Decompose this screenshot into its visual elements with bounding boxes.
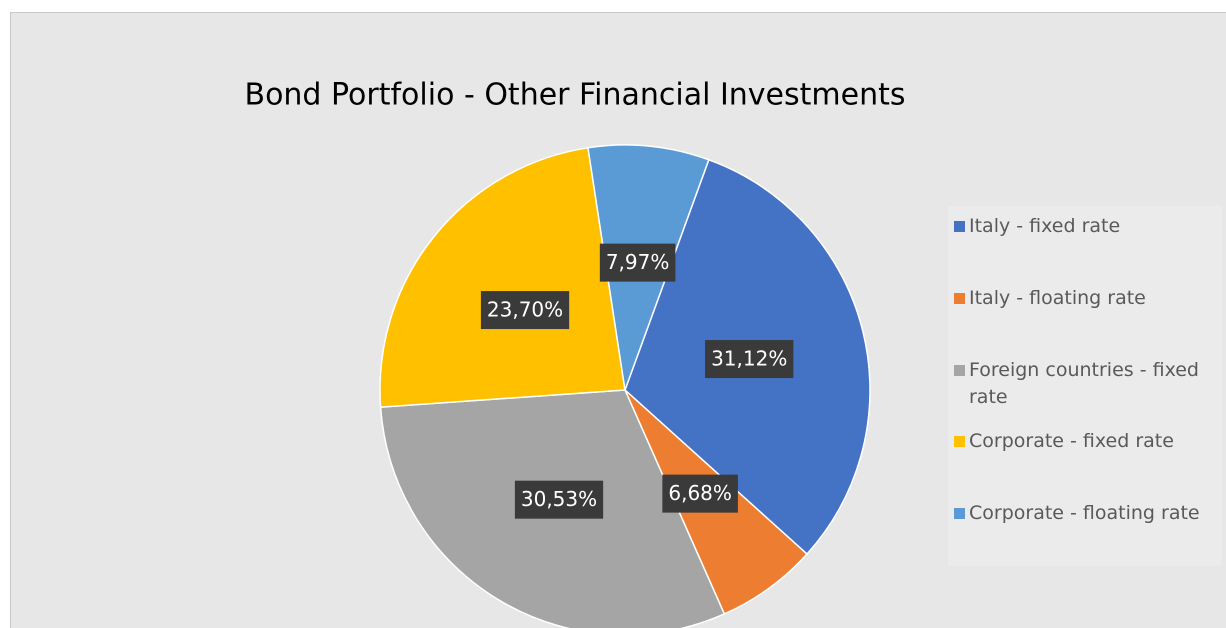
legend-item: Italy - floating rate — [954, 285, 1216, 312]
data-label: 23,70% — [487, 298, 563, 322]
chart-title: Bond Portfolio - Other Financial Investm… — [244, 78, 905, 113]
data-label: 6,68% — [668, 481, 732, 505]
data-label-box — [514, 480, 604, 519]
legend-item: Corporate - floating rate — [954, 500, 1216, 527]
legend-label: Foreign countries - fixed rate — [969, 359, 1199, 408]
data-label-box — [480, 291, 570, 330]
legend-swatch — [954, 436, 965, 447]
legend-item: Italy - fixed rate — [954, 213, 1216, 240]
legend-label: Italy - floating rate — [969, 287, 1146, 309]
data-label: 7,97% — [606, 250, 670, 274]
data-label: 30,53% — [521, 487, 597, 511]
data-label-box — [705, 340, 794, 379]
legend-swatch — [954, 365, 965, 376]
legend-item: Foreign countries - fixed rate — [954, 357, 1216, 411]
legend: Italy - fixed rate Italy - floating rate F… — [948, 206, 1222, 566]
legend-swatch — [954, 221, 965, 232]
legend-label: Corporate - fixed rate — [969, 430, 1174, 452]
legend-swatch — [954, 293, 965, 304]
legend-label: Corporate - floating rate — [969, 502, 1200, 524]
data-label: 31,12% — [711, 347, 787, 371]
pie-slice — [379, 146, 626, 408]
legend-item: Corporate - fixed rate — [954, 428, 1216, 455]
legend-label: Italy - fixed rate — [969, 215, 1121, 237]
legend-swatch — [954, 508, 965, 519]
data-label-box — [662, 474, 738, 513]
data-label-box — [599, 243, 676, 282]
